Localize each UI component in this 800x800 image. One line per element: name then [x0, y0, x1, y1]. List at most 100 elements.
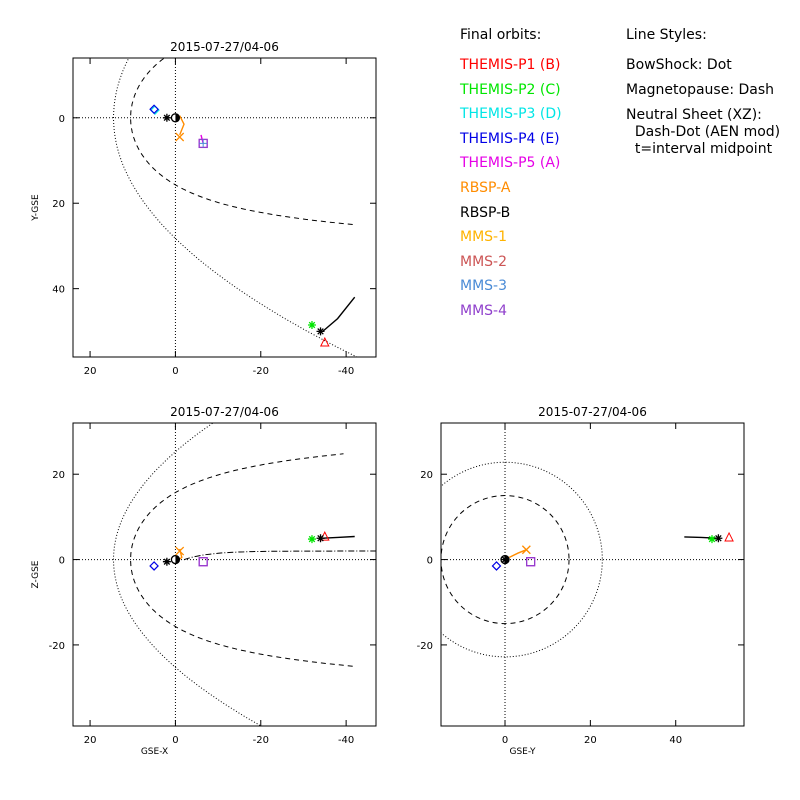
x-tick-label: 20	[584, 735, 597, 746]
x-tick-label: 0	[172, 366, 178, 377]
legend-item: THEMIS-P2 (C)	[460, 81, 561, 98]
triangle-mark	[724, 531, 734, 542]
line-styles-title: Line Styles:	[626, 27, 707, 43]
earth-night-side	[175, 555, 180, 564]
legend-item: MMS-2	[460, 253, 508, 270]
line-style-entry: Neutral Sheet (XZ):	[626, 107, 762, 123]
orbit-marker	[307, 320, 316, 329]
square-mark	[198, 557, 208, 567]
x-mark	[175, 546, 185, 556]
bow-shock	[441, 461, 603, 658]
asterisk-mark	[307, 320, 316, 329]
orbit-marker	[714, 534, 723, 543]
legend-item: RBSP-A	[460, 180, 511, 196]
orbit-marker	[198, 557, 208, 567]
asterisk-mark	[501, 555, 510, 564]
y-tick-label: 0	[427, 556, 433, 567]
line-style-entry: Dash-Dot (AEN mod)	[626, 124, 781, 140]
asterisk-mark	[307, 535, 316, 544]
orbit-marker	[175, 546, 185, 556]
plot-title: 2015-07-27/04-06	[170, 405, 279, 419]
plot-frame	[72, 57, 377, 358]
plot-panel-xy: 20 0 -20 -40 0 20 40 2015-07-27/04-06 Y-GSE	[31, 40, 377, 377]
orbit-track	[322, 296, 356, 332]
square-mark	[526, 557, 536, 567]
legend-item: THEMIS-P4 (E)	[460, 130, 560, 147]
plot-area	[441, 423, 744, 726]
plot-panel-xz: 20 0 -20 -40 20 0 -20 2015-07-27/04-06 GSE-X Z-GS…	[31, 405, 377, 757]
orbit-marker	[316, 534, 325, 543]
orbit-marker	[526, 557, 536, 567]
orbit-marker	[707, 535, 716, 544]
plot-area	[73, 58, 376, 357]
orbit-marker	[198, 557, 208, 567]
orbit-marker	[175, 132, 185, 142]
x-tick-label: -20	[253, 735, 269, 746]
orbit-track	[179, 115, 185, 136]
x-tick-label: 20	[84, 735, 97, 746]
legend-item: THEMIS-P1 (B)	[460, 57, 561, 73]
orbit-marker	[316, 327, 325, 336]
orbit-marker	[149, 104, 159, 115]
y-tick-label: 0	[59, 114, 65, 125]
square-mark	[198, 557, 208, 567]
legend-title: Final orbits:	[460, 27, 542, 43]
asterisk-mark	[707, 535, 716, 544]
orbit-marker	[162, 113, 171, 122]
plot-frame	[440, 422, 745, 727]
orbit-marker	[526, 557, 536, 567]
asterisk-mark	[162, 557, 171, 566]
bow-shock	[112, 58, 359, 357]
y-tick-label: 20	[52, 470, 65, 481]
legend-item: THEMIS-P3 (D)	[460, 106, 562, 123]
plot-frame	[72, 422, 377, 727]
line-style-entry: BowShock: Dot	[626, 57, 732, 73]
y-tick-label: 20	[420, 470, 433, 481]
legend-item: MMS-1	[460, 229, 508, 246]
plot-title: 2015-07-27/04-06	[170, 40, 279, 54]
legend-item: THEMIS-P5 (A)	[460, 155, 561, 172]
neutral-sheet	[183, 550, 376, 561]
triangle-mark	[319, 336, 330, 347]
x-tick-label: -20	[253, 366, 269, 377]
plot-panel-yz: 0 20 40 20 0 -20 2015-07-27/04-06 GSE-Y	[417, 405, 745, 757]
asterisk-mark	[316, 327, 325, 336]
legend-item: RBSP-B	[460, 204, 511, 221]
x-mark	[175, 132, 185, 142]
x-axis-label: GSE-Y	[509, 747, 536, 757]
asterisk-mark	[316, 534, 325, 543]
plot-area	[73, 423, 376, 726]
x-tick-label: 20	[84, 366, 97, 377]
diamond-mark	[491, 561, 502, 571]
x-tick-label: -40	[338, 366, 354, 377]
orbit-marker	[162, 557, 171, 566]
asterisk-mark	[162, 113, 171, 122]
magnetopause	[130, 453, 353, 667]
x-axis-label: GSE-X	[141, 747, 168, 757]
y-tick-label: -20	[49, 641, 65, 652]
y-tick-label: 40	[52, 285, 65, 296]
earth-night-side	[175, 113, 180, 122]
y-axis-label: Z-GSE	[31, 560, 41, 588]
x-tick-label: 40	[669, 735, 682, 746]
y-tick-label: 0	[59, 556, 65, 567]
x-tick-label: 0	[502, 735, 508, 746]
y-tick-label: 20	[52, 199, 65, 210]
orbit-marker	[724, 531, 734, 542]
orbit-marker	[319, 336, 330, 347]
plot-title: 2015-07-27/04-06	[538, 405, 647, 419]
legend-item: MMS-3	[460, 278, 508, 295]
orbit-marker	[307, 535, 316, 544]
line-style-entry: t=interval midpoint	[626, 141, 773, 157]
orbit-marker	[501, 555, 510, 564]
square-mark	[526, 557, 536, 567]
line-style-entry: Magnetopause: Dash	[626, 82, 775, 98]
legend-item: MMS-4	[460, 303, 508, 319]
orbit-marker	[149, 561, 159, 571]
orbit-marker	[199, 139, 208, 148]
diamond-mark	[149, 104, 159, 115]
plus-mark	[199, 139, 208, 148]
diamond-mark	[149, 561, 159, 571]
y-tick-label: -20	[417, 641, 433, 652]
